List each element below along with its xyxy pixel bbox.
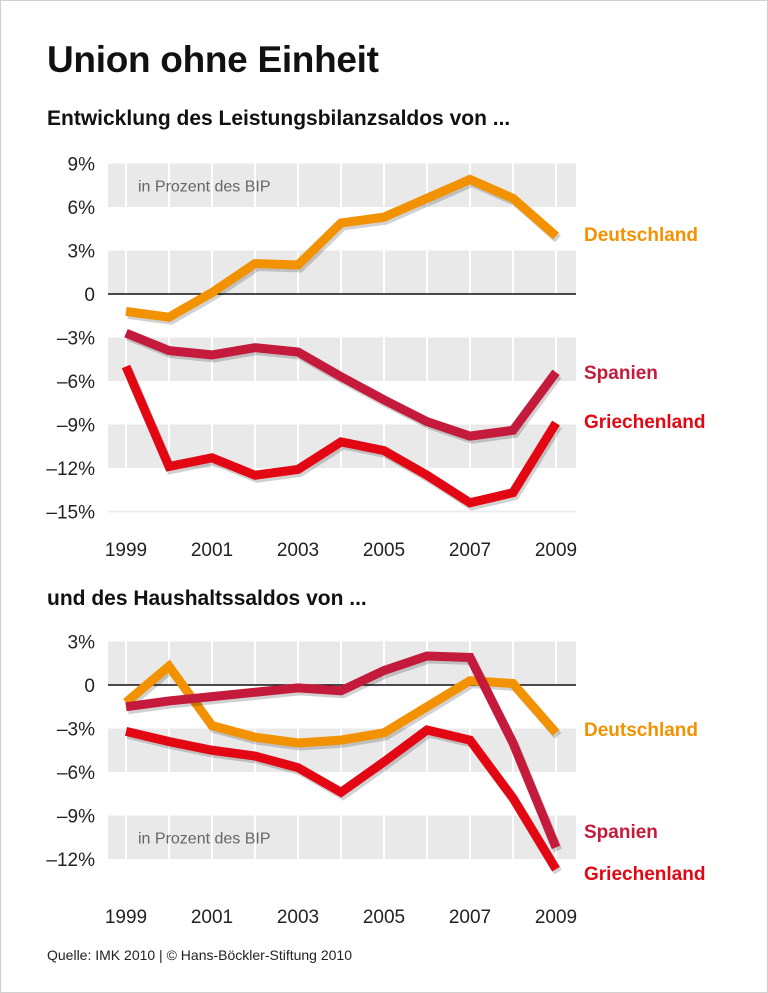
y-tick-label: 9%: [68, 155, 96, 176]
x-tick-label: 2005: [363, 907, 405, 928]
x-tick-label: 2005: [363, 540, 405, 561]
legend-label-deutschland: Deutschland: [584, 720, 698, 741]
y-tick-label: –3%: [57, 720, 95, 741]
x-tick-label: 2007: [449, 540, 491, 561]
unit-note: in Prozent des BIP: [138, 178, 271, 195]
chart2-title: und des Haushaltssaldos von ...: [47, 587, 367, 610]
x-tick-label: 2001: [191, 540, 233, 561]
y-tick-label: 3%: [68, 633, 96, 654]
legend-label-spanien: Spanien: [584, 822, 658, 843]
y-tick-label: –6%: [57, 372, 95, 393]
x-tick-label: 1999: [105, 907, 147, 928]
x-tick-label: 2003: [277, 907, 319, 928]
y-tick-label: 3%: [68, 242, 96, 263]
legend-label-griechenland: Griechenland: [584, 864, 705, 885]
x-tick-label: 2003: [277, 540, 319, 561]
x-tick-label: 2009: [535, 540, 577, 561]
legend-label-spanien: Spanien: [584, 363, 658, 384]
chart1-title: Entwicklung des Leistungsbilanzsaldos vo…: [47, 107, 511, 130]
y-tick-label: –6%: [57, 763, 95, 784]
x-tick-label: 1999: [105, 540, 147, 561]
unit-note: in Prozent des BIP: [138, 830, 271, 847]
y-tick-label: 0: [84, 285, 95, 306]
y-tick-label: –9%: [57, 416, 95, 437]
y-tick-label: –15%: [46, 503, 95, 524]
chart-2: in Prozent des BIP 3% 0 –3% –6% –9% –12% 1999 20…: [46, 629, 705, 928]
x-tick-label: 2009: [535, 907, 577, 928]
source-note: Quelle: IMK 2010 | © Hans-Böckler-Stiftu…: [47, 947, 352, 963]
page-title: Union ohne Einheit: [47, 39, 379, 80]
x-tick-label: 2007: [449, 907, 491, 928]
y-tick-label: 6%: [68, 198, 96, 219]
chart-1: in Prozent des BIP 9% 6% 3% 0 –3% –6% –9% –12% –1…: [46, 151, 705, 561]
y-tick-label: –9%: [57, 807, 95, 828]
x-tick-label: 2001: [191, 907, 233, 928]
legend-label-griechenland: Griechenland: [584, 412, 705, 433]
y-tick-label: –3%: [57, 329, 95, 350]
legend-label-deutschland: Deutschland: [584, 225, 698, 246]
y-tick-label: 0: [84, 676, 95, 697]
y-tick-label: –12%: [46, 850, 95, 871]
y-tick-label: –12%: [46, 459, 95, 480]
